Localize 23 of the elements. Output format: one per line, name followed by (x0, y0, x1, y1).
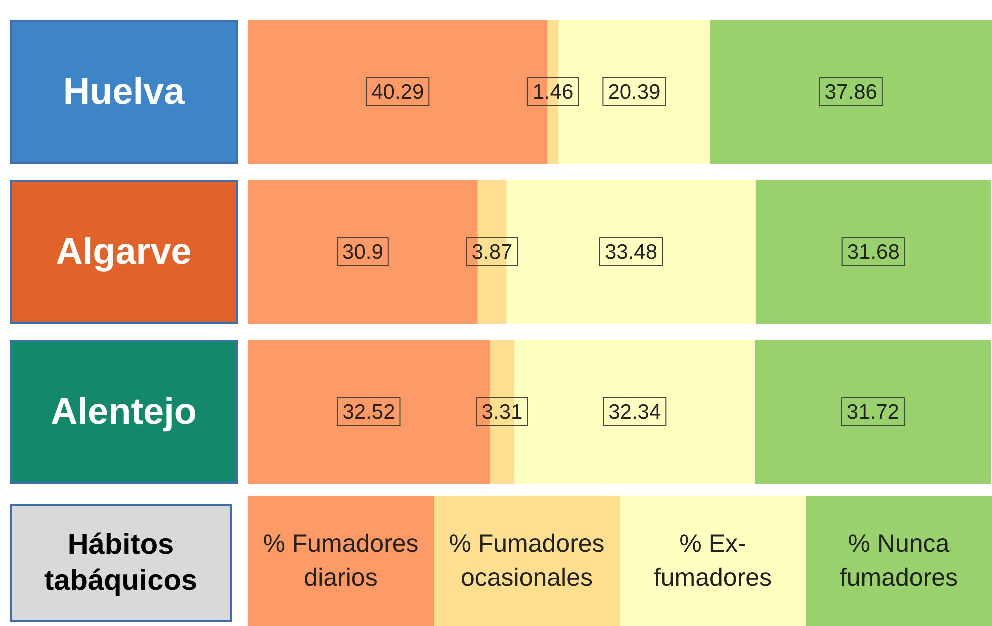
data-label: 30.9 (342, 240, 384, 264)
data-label: 32.52 (342, 400, 396, 424)
series-label: % Fumadores diarios (261, 527, 421, 595)
data-label: 33.48 (604, 240, 658, 264)
data-label: 40.29 (372, 80, 424, 104)
data-label: 32.34 (608, 400, 662, 424)
data-label: 37.86 (824, 80, 878, 104)
data-label: 31.68 (847, 240, 900, 264)
data-label: 3.87 (472, 240, 513, 264)
legend-title: Hábitos tabáquicos (10, 504, 232, 622)
series-label: % Nunca fumadores (819, 527, 979, 595)
label-box: Algarve (10, 180, 238, 324)
series-label: % Ex- fumadores (633, 527, 793, 595)
data-label: 1.46 (532, 80, 574, 104)
data-label: 3.31 (482, 400, 523, 424)
y-tick-label: Algarve (56, 231, 192, 273)
y-tick-label: Huelva (63, 71, 185, 113)
label-box: Huelva (10, 20, 238, 164)
y-tick-label: Alentejo (51, 391, 197, 433)
data-label: 31.72 (846, 400, 900, 424)
data-label: 20.39 (608, 80, 661, 104)
label-box: Alentejo (10, 340, 238, 484)
text: % Fumadores ocasionales (447, 527, 607, 595)
